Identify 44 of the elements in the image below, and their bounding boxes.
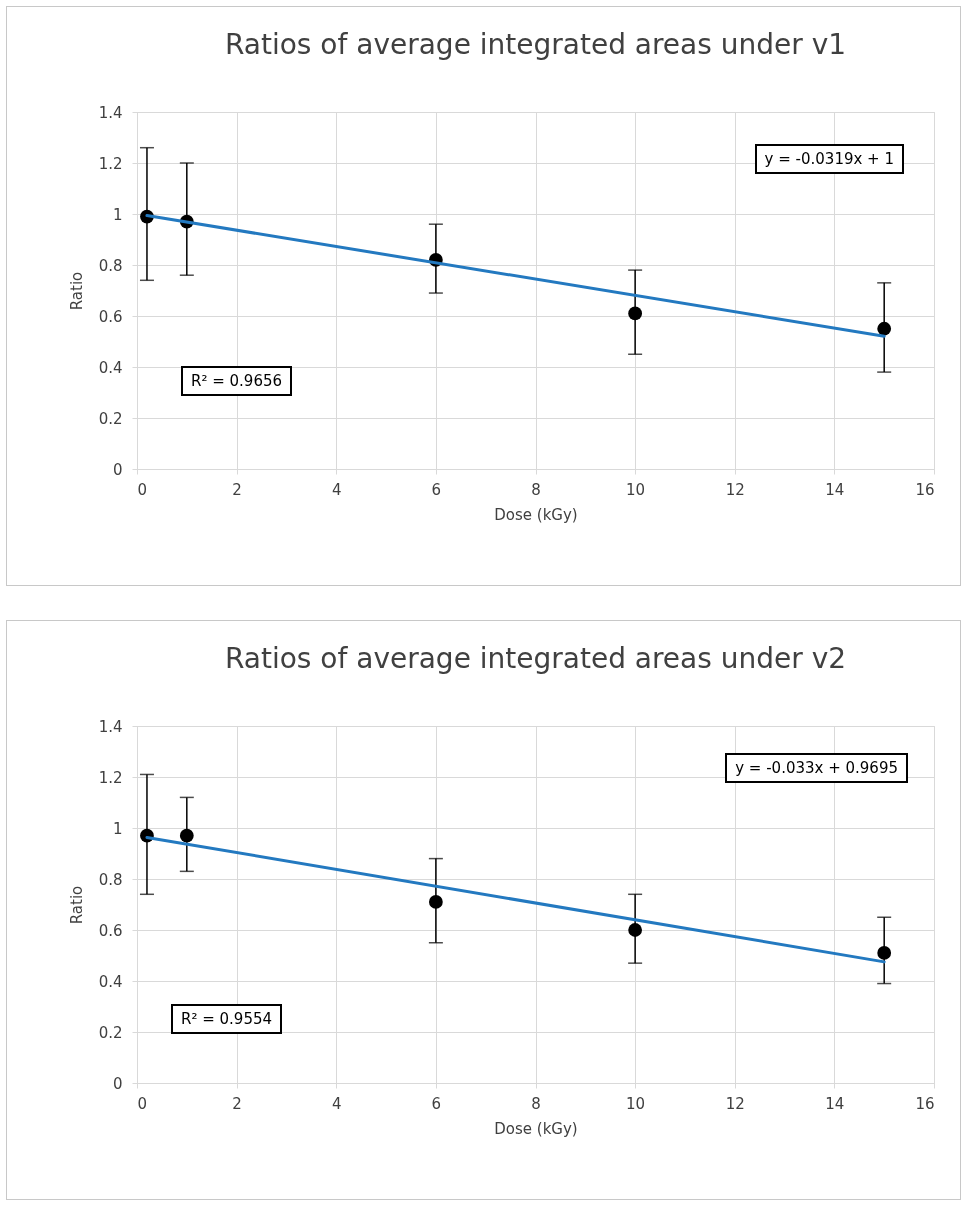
y-tick-label: 1 — [112, 819, 123, 838]
y-tick-label: 0 — [112, 1074, 123, 1093]
x-tick-label: 10 — [626, 1094, 646, 1113]
x-tick-label: 2 — [232, 480, 242, 499]
x-tick-label: 2 — [232, 1094, 242, 1113]
annotation: y = -0.033x + 0.9695 — [725, 753, 908, 783]
x-tick-label: 6 — [431, 480, 442, 499]
x-tick-label: 4 — [331, 1094, 342, 1113]
y-tick-label: 0.2 — [98, 409, 123, 428]
y-tick-label: 0 — [112, 460, 123, 479]
annotation: y = -0.0319x + 1 — [754, 144, 904, 174]
x-axis-title: Dose (kGy) — [494, 505, 578, 524]
chart-title: Ratios of average integrated areas under v1 — [224, 28, 847, 61]
x-tick-label: 14 — [825, 1094, 845, 1113]
x-tick-label: 4 — [331, 480, 342, 499]
y-tick-label: 1.2 — [98, 768, 123, 787]
x-axis-title: Dose (kGy) — [494, 1119, 578, 1138]
y-tick-label: 0.6 — [98, 307, 123, 326]
x-tick-label: 16 — [915, 1094, 935, 1113]
y-tick-label: 0.6 — [98, 921, 123, 940]
x-tick-label: 0 — [137, 1094, 148, 1113]
x-tick-label: 12 — [725, 480, 745, 499]
y-tick-label: 1 — [112, 205, 123, 224]
y-tick-label: 1.4 — [98, 717, 123, 736]
y-tick-label: 1.2 — [98, 154, 123, 173]
x-tick-label: 12 — [725, 1094, 745, 1113]
y-tick-label: 0.8 — [98, 256, 123, 275]
x-tick-label: 10 — [626, 480, 646, 499]
chart-title: Ratios of average integrated areas under v2 — [224, 642, 847, 675]
y-axis-title: Ratio — [67, 885, 86, 925]
y-tick-label: 0.2 — [98, 1023, 123, 1042]
y-tick-label: 0.4 — [98, 358, 123, 377]
annotation: R² = 0.9656 — [181, 366, 293, 396]
x-tick-label: 8 — [531, 480, 541, 499]
annotation: R² = 0.9554 — [171, 1004, 283, 1034]
x-tick-label: 8 — [531, 1094, 541, 1113]
y-tick-label: 0.8 — [98, 870, 123, 889]
x-tick-label: 0 — [137, 480, 148, 499]
y-tick-label: 0.4 — [98, 972, 123, 991]
x-tick-label: 6 — [431, 1094, 442, 1113]
x-tick-label: 16 — [915, 480, 935, 499]
y-axis-title: Ratio — [67, 271, 86, 311]
y-tick-label: 1.4 — [98, 103, 123, 122]
x-tick-label: 14 — [825, 480, 845, 499]
